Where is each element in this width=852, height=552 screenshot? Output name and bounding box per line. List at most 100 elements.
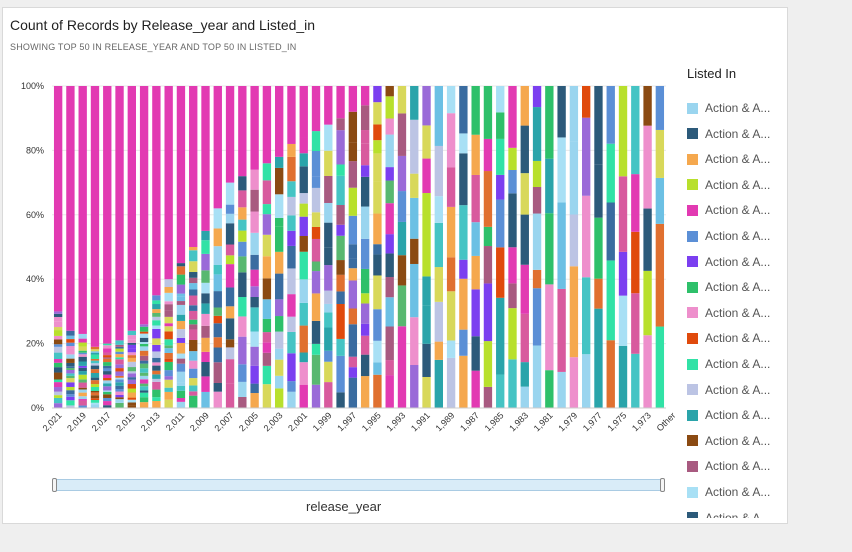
- bar-segment: [373, 340, 382, 363]
- bar-segment: [201, 230, 210, 241]
- bar-segment: [127, 399, 136, 403]
- legend-swatch: [687, 358, 698, 370]
- bar-segment: [631, 86, 640, 175]
- bar-segment: [262, 332, 272, 343]
- legend-item[interactable]: Action & A...: [687, 149, 770, 169]
- bar-segment: [324, 327, 333, 351]
- bar-segment: [311, 271, 321, 294]
- bar-segment: [127, 357, 136, 362]
- legend-item[interactable]: Action & A...: [687, 328, 770, 348]
- scrollbar-left-handle[interactable]: [52, 478, 57, 492]
- bar-segment: [336, 130, 345, 165]
- bar-segment: [360, 354, 370, 377]
- legend-item[interactable]: Action & A...: [687, 456, 770, 476]
- bar-segment: [213, 291, 222, 308]
- bar-segment: [582, 86, 591, 118]
- legend-item[interactable]: Action & A...: [687, 226, 770, 246]
- legend-item[interactable]: Action & A...: [687, 354, 770, 374]
- bar-segment: [311, 343, 321, 355]
- bar-segment: [115, 351, 124, 355]
- bar-segment: [152, 370, 161, 375]
- bar-segment: [189, 283, 198, 290]
- bar-segment: [201, 337, 210, 352]
- bar-segment: [189, 277, 198, 284]
- legend-item[interactable]: Action & A...: [687, 277, 770, 297]
- bar-segment: [225, 287, 235, 307]
- legend-item[interactable]: Action & A...: [687, 380, 770, 400]
- bar-segment: [532, 213, 542, 270]
- bar-segment: [139, 324, 149, 327]
- bar-segment: [446, 167, 456, 207]
- legend-item[interactable]: Action & A...: [687, 200, 770, 220]
- bar-segment: [287, 316, 296, 332]
- bar-segment: [66, 396, 75, 401]
- legend-item[interactable]: Action & A...: [687, 508, 770, 518]
- legend-item[interactable]: Action & A...: [687, 482, 770, 502]
- bar-segment: [385, 360, 394, 376]
- bar-segment: [483, 246, 493, 284]
- bar-segment: [164, 339, 173, 346]
- bar-segment: [127, 344, 136, 349]
- legend-item[interactable]: Action & A...: [687, 252, 770, 272]
- bar-segment: [459, 153, 468, 206]
- legend-item[interactable]: Action & A...: [687, 124, 770, 144]
- bar-segment: [446, 257, 456, 292]
- x-axis-scrollbar[interactable]: [52, 478, 665, 492]
- bar-segment: [336, 291, 345, 305]
- bar-segment: [496, 138, 505, 175]
- bar-segment: [348, 111, 358, 143]
- legend-list[interactable]: Action & A... Action & A... Action & A... A…: [687, 98, 782, 518]
- bar-segment: [532, 107, 542, 161]
- bar-segment: [532, 160, 542, 187]
- bar-segment: [164, 279, 173, 287]
- scrollbar-right-handle[interactable]: [660, 478, 665, 492]
- bar-segment: [127, 348, 136, 353]
- bar-segment: [373, 86, 382, 103]
- bar-segment: [152, 312, 161, 317]
- bar-segment: [189, 391, 198, 396]
- bar-segment: [557, 86, 566, 138]
- bar-segment: [594, 217, 603, 279]
- bar-segment: [176, 301, 186, 305]
- bar-segment: [78, 342, 87, 347]
- bar-segment: [275, 375, 284, 389]
- bar-segment: [139, 360, 149, 364]
- bar-segment: [139, 363, 149, 369]
- bar-segment: [78, 361, 87, 366]
- bar-segment: [618, 176, 628, 252]
- bar-segment: [520, 173, 529, 215]
- bar-segment: [66, 369, 75, 374]
- bar-segment: [287, 391, 296, 408]
- bar-segment: [336, 235, 345, 261]
- bar-segment: [152, 300, 161, 305]
- bar-segment: [78, 399, 87, 401]
- legend-item[interactable]: Action & A...: [687, 431, 770, 451]
- legend-item[interactable]: Action & A...: [687, 303, 770, 323]
- bar-segment: [66, 335, 75, 340]
- bar-segment: [225, 339, 235, 348]
- bar-segment: [66, 390, 75, 395]
- bar-segment: [164, 348, 173, 353]
- bar-segment: [496, 374, 505, 408]
- bar-segment: [201, 282, 210, 294]
- bar-segment: [225, 347, 235, 360]
- legend-item[interactable]: Action & A...: [687, 98, 770, 118]
- bar-segment: [643, 270, 652, 336]
- legend-item[interactable]: Action & A...: [687, 405, 770, 425]
- bar-segment: [115, 377, 124, 380]
- bar-segment: [139, 337, 149, 343]
- legend-item[interactable]: Action & A...: [687, 175, 770, 195]
- bar-segment: [53, 403, 63, 408]
- bar-segment: [348, 187, 358, 216]
- bar-segment: [422, 343, 431, 377]
- bar-segment-dominant: [324, 86, 333, 125]
- bar-segment: [275, 348, 284, 360]
- bar-segment: [225, 318, 235, 340]
- bar-segment: [422, 276, 431, 306]
- bar-segment: [594, 278, 603, 309]
- bar-segment: [90, 363, 100, 366]
- bar-segment: [385, 86, 394, 97]
- bar-segment: [225, 244, 235, 256]
- bar-segment: [545, 284, 554, 371]
- bar-segment: [311, 226, 321, 239]
